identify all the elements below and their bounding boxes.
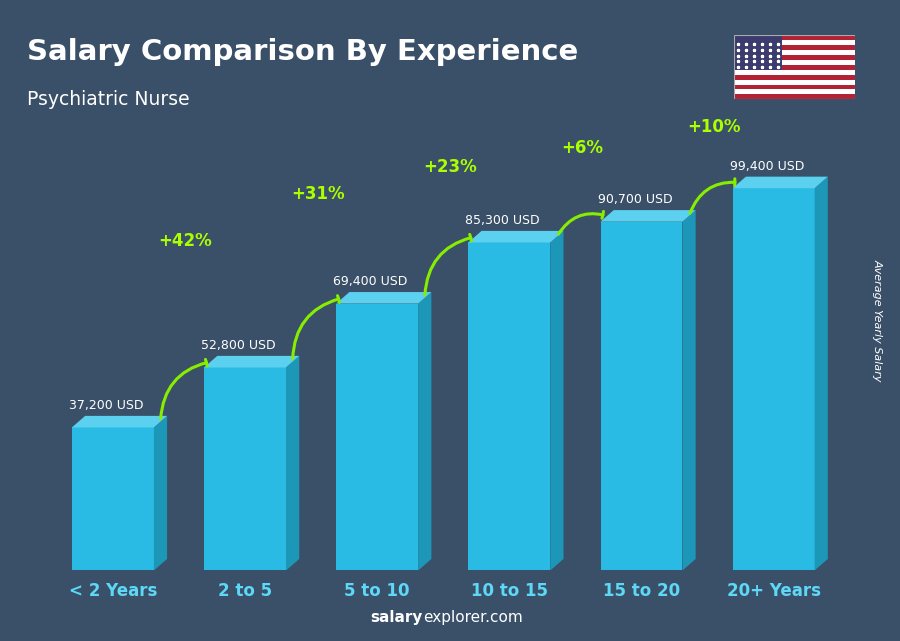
Polygon shape <box>72 416 167 428</box>
Text: salary: salary <box>371 610 423 625</box>
Text: 99,400 USD: 99,400 USD <box>730 160 805 173</box>
Polygon shape <box>286 356 299 570</box>
Text: +23%: +23% <box>423 158 477 176</box>
Polygon shape <box>204 367 286 570</box>
Polygon shape <box>204 356 299 367</box>
Polygon shape <box>72 428 154 570</box>
Text: +42%: +42% <box>158 231 212 249</box>
Bar <box>734 35 782 70</box>
Polygon shape <box>154 416 167 570</box>
Polygon shape <box>337 292 431 304</box>
Polygon shape <box>733 177 828 188</box>
Bar <box>734 85 855 90</box>
Text: 37,200 USD: 37,200 USD <box>69 399 143 412</box>
Bar <box>734 55 855 60</box>
Text: Average Yearly Salary: Average Yearly Salary <box>872 259 883 382</box>
Polygon shape <box>814 177 828 570</box>
Text: +31%: +31% <box>291 185 345 203</box>
Bar <box>734 70 855 75</box>
Bar <box>734 90 855 94</box>
Polygon shape <box>733 188 814 570</box>
Polygon shape <box>418 292 431 570</box>
Text: +10%: +10% <box>688 119 741 137</box>
Text: 90,700 USD: 90,700 USD <box>598 194 672 206</box>
Bar <box>734 94 855 99</box>
Polygon shape <box>337 304 419 570</box>
Polygon shape <box>468 231 563 242</box>
Polygon shape <box>550 231 563 570</box>
Polygon shape <box>468 242 550 570</box>
Text: 52,800 USD: 52,800 USD <box>201 339 275 352</box>
Text: Salary Comparison By Experience: Salary Comparison By Experience <box>27 38 578 67</box>
Polygon shape <box>600 210 696 222</box>
Text: Psychiatric Nurse: Psychiatric Nurse <box>27 90 190 109</box>
Bar <box>734 45 855 50</box>
Polygon shape <box>682 210 696 570</box>
Bar <box>734 79 855 85</box>
Bar <box>734 60 855 65</box>
Text: 85,300 USD: 85,300 USD <box>465 214 540 227</box>
Bar <box>734 35 855 40</box>
Bar <box>734 50 855 55</box>
Text: +6%: +6% <box>561 139 603 157</box>
Text: explorer.com: explorer.com <box>423 610 523 625</box>
Bar <box>734 40 855 45</box>
Bar <box>734 75 855 79</box>
Polygon shape <box>600 222 682 570</box>
Text: 69,400 USD: 69,400 USD <box>333 276 408 288</box>
Bar <box>734 65 855 70</box>
